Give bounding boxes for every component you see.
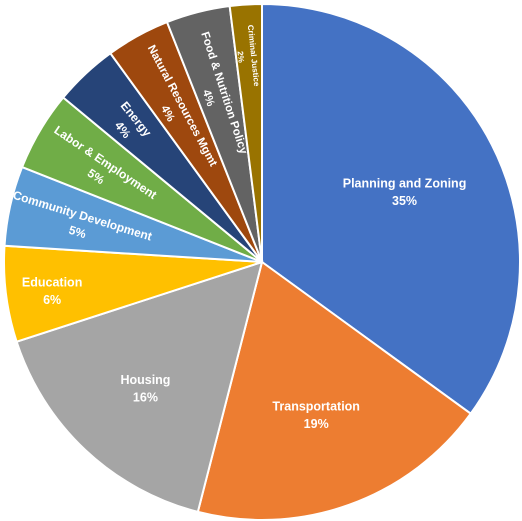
slice-percent-label: 5% bbox=[67, 223, 88, 242]
slice-percent-label: 35% bbox=[392, 194, 417, 208]
pie-slice-transportation bbox=[196, 260, 473, 521]
slice-label-group: Transportation 19% bbox=[272, 400, 360, 432]
pie-slice-criminal-justice bbox=[228, 2, 263, 263]
slice-category-label: Education bbox=[22, 276, 82, 290]
pie-slice-planning-and-zoning bbox=[261, 2, 521, 416]
pie-slices bbox=[3, 2, 521, 521]
pie-slice-housing bbox=[15, 260, 264, 514]
slice-percent-label: 19% bbox=[304, 417, 329, 431]
slice-category-label: Planning and Zoning bbox=[343, 176, 467, 190]
slice-percent-label: 4% bbox=[200, 88, 217, 108]
slice-label-group: Housing 16% bbox=[120, 373, 170, 405]
slice-category-label: Transportation bbox=[272, 400, 360, 414]
slice-percent-label: 6% bbox=[43, 293, 61, 307]
slice-label-group: Planning and Zoning 35% bbox=[343, 176, 467, 208]
slice-percent-label: 16% bbox=[133, 391, 158, 405]
slice-label-group: Education 6% bbox=[22, 276, 82, 308]
slice-category-label: Housing bbox=[120, 373, 170, 387]
slice-percent-label: 2% bbox=[236, 51, 246, 63]
